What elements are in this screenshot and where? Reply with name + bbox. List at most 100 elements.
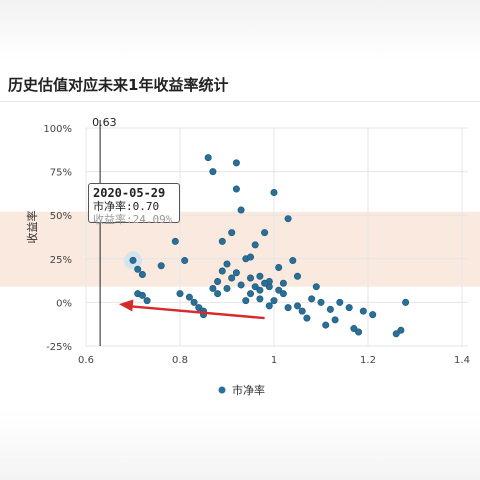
data-point: [214, 290, 222, 298]
data-point: [157, 262, 165, 270]
legend-marker: [218, 386, 226, 394]
data-point: [204, 154, 212, 162]
data-point: [256, 295, 264, 303]
data-point: [326, 305, 334, 313]
data-point: [237, 206, 245, 214]
y-axis-label: 收益率: [25, 211, 39, 244]
y-tick-label: 25%: [50, 255, 72, 266]
data-point: [228, 274, 236, 282]
data-point: [181, 257, 189, 265]
y-tick-label: 50%: [50, 211, 72, 222]
data-point: [303, 314, 311, 322]
data-point: [275, 264, 283, 272]
arrow-shaft: [128, 304, 265, 320]
data-point: [284, 215, 292, 223]
x-tick-label: 0.6: [78, 355, 94, 366]
data-point: [275, 286, 283, 294]
x-tick-label: 1: [271, 355, 277, 366]
data-point: [209, 284, 217, 292]
y-tick-label: 0%: [56, 298, 72, 309]
x-tick-labels: 0.6 0.8 1 1.2 1.4: [78, 355, 470, 366]
data-point: [261, 279, 269, 287]
data-point: [261, 229, 269, 237]
tooltip-date: 2020-05-29: [93, 186, 166, 200]
data-point: [336, 298, 344, 306]
data-point: [331, 316, 339, 324]
title-divider: [0, 101, 480, 102]
highlight-band: [0, 211, 480, 287]
y-tick-label: 75%: [50, 168, 72, 179]
data-point: [134, 265, 142, 273]
data-point: [143, 297, 151, 305]
data-point: [289, 257, 297, 265]
data-point: [232, 159, 240, 167]
data-point: [232, 269, 240, 277]
data-point: [256, 286, 264, 294]
data-point: [190, 298, 198, 306]
data-point: [237, 281, 245, 289]
data-point: [284, 304, 292, 312]
legend[interactable]: 市净率: [218, 383, 266, 397]
data-point: [345, 304, 353, 312]
data-point: [247, 274, 255, 282]
x-tick-label: 0.8: [172, 355, 188, 366]
chart-title: 历史估值对应未来1年收益率统计: [8, 76, 229, 94]
top-fade: [0, 0, 480, 60]
data-point: [359, 307, 367, 315]
tooltip-pb: 市净率:0.70: [93, 200, 160, 213]
data-point: [247, 253, 255, 261]
data-tooltip: 2020-05-29 市净率:0.70 收益率:24.09%: [88, 183, 180, 226]
bottom-fade: [0, 410, 480, 480]
data-point: [195, 304, 203, 312]
data-point: [369, 311, 377, 319]
data-point: [312, 283, 320, 291]
arrow-head: [118, 299, 134, 312]
data-point: [322, 321, 330, 329]
data-point: [228, 229, 236, 237]
y-tick-label: 100%: [43, 124, 72, 135]
data-point: [138, 291, 146, 299]
data-point: [214, 277, 222, 285]
data-point: [251, 283, 259, 291]
data-point: [176, 290, 184, 298]
data-point: [256, 272, 264, 280]
x-tick-label: 1.4: [454, 355, 470, 366]
data-point: [218, 237, 226, 245]
data-point: [317, 298, 325, 306]
data-point: [223, 284, 231, 292]
x-tick-label: 1.2: [360, 355, 376, 366]
data-point: [251, 241, 259, 249]
data-point: [270, 189, 278, 197]
reference-line-layer: 0.63: [92, 116, 117, 346]
y-tick-label: -25%: [46, 342, 72, 353]
data-point: [223, 260, 231, 268]
data-point: [350, 325, 358, 333]
highlight-band-layer: [0, 211, 480, 287]
data-point: [402, 298, 410, 306]
y-tick-labels: -25% 0% 25% 50% 75% 100%: [43, 124, 72, 353]
data-point: [129, 256, 137, 264]
data-point: [270, 297, 278, 305]
annotation-arrow-layer: [118, 299, 265, 320]
data-point: [279, 279, 287, 287]
data-point: [355, 328, 363, 336]
data-point: [209, 168, 217, 176]
data-point: [293, 302, 301, 310]
data-point: [293, 272, 301, 280]
reference-line-label: 0.63: [92, 116, 117, 129]
data-points: [124, 154, 410, 338]
tooltip-return: 收益率:24.09%: [93, 213, 173, 226]
data-point: [185, 293, 193, 301]
data-point: [298, 307, 306, 315]
data-point: [279, 290, 287, 298]
data-point: [218, 267, 226, 275]
data-point: [232, 185, 240, 193]
data-point: [247, 290, 255, 298]
data-point: [171, 237, 179, 245]
data-point: [397, 326, 405, 334]
data-point: [265, 302, 273, 310]
legend-label: 市净率: [232, 383, 265, 397]
data-point: [242, 297, 250, 305]
data-point: [308, 295, 316, 303]
